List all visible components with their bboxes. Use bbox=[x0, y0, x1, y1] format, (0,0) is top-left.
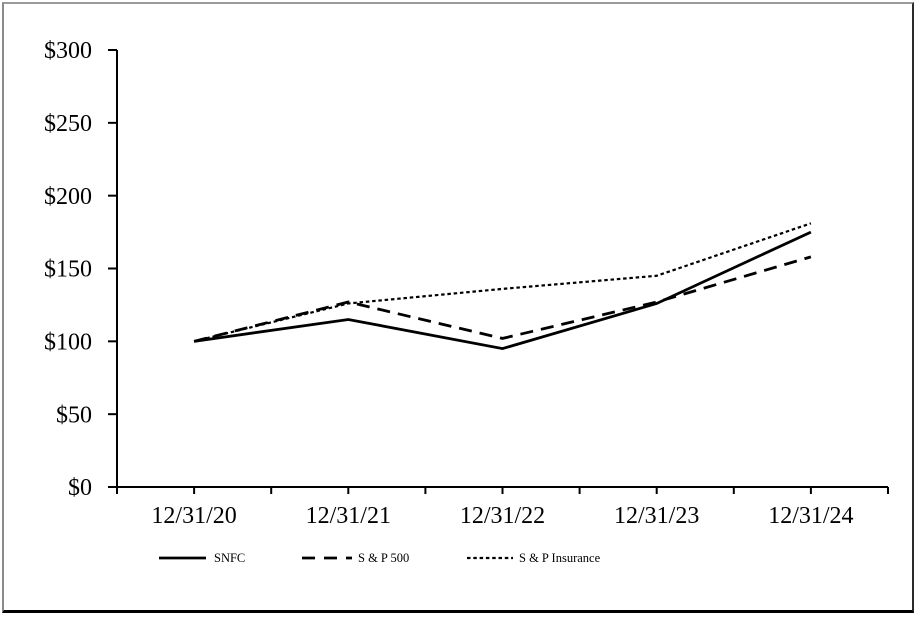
legend-line-solid-icon bbox=[159, 556, 206, 560]
legend-line-dashed-icon bbox=[302, 556, 352, 560]
legend-label-sp500: S & P 500 bbox=[358, 550, 410, 565]
y-tick-label: $0 bbox=[68, 475, 92, 501]
legend-item-sp-insurance: S & P Insurance bbox=[467, 549, 600, 567]
x-tick-label: 12/31/21 bbox=[306, 503, 391, 529]
y-tick-label: $50 bbox=[56, 402, 92, 428]
series-line-snfc bbox=[193, 230, 812, 351]
series-line-sp-insurance bbox=[193, 222, 812, 343]
x-tick-label: 12/31/23 bbox=[614, 503, 699, 529]
legend-item-sp500: S & P 500 bbox=[302, 549, 409, 567]
legend-item-snfc: SNFC bbox=[158, 549, 245, 567]
x-tick-label: 12/31/20 bbox=[151, 503, 236, 529]
series-line-sp500 bbox=[193, 255, 812, 343]
legend-label-snfc: SNFC bbox=[214, 550, 246, 565]
legend-label-sp-insurance: S & P Insurance bbox=[519, 550, 601, 565]
y-tick-label: $100 bbox=[44, 329, 92, 355]
y-tick-label: $250 bbox=[44, 111, 92, 137]
x-tick-label: 12/31/24 bbox=[768, 503, 853, 529]
chart-frame bbox=[2, 2, 914, 613]
legend-line-dotted-icon bbox=[467, 556, 513, 560]
y-tick-label: $200 bbox=[44, 184, 92, 210]
chart-legend: SNFC S & P 500 S & P Insurance bbox=[0, 549, 921, 567]
y-tick-label: $150 bbox=[44, 257, 92, 283]
y-tick-label: $300 bbox=[44, 38, 92, 64]
x-tick-label: 12/31/22 bbox=[460, 503, 545, 529]
